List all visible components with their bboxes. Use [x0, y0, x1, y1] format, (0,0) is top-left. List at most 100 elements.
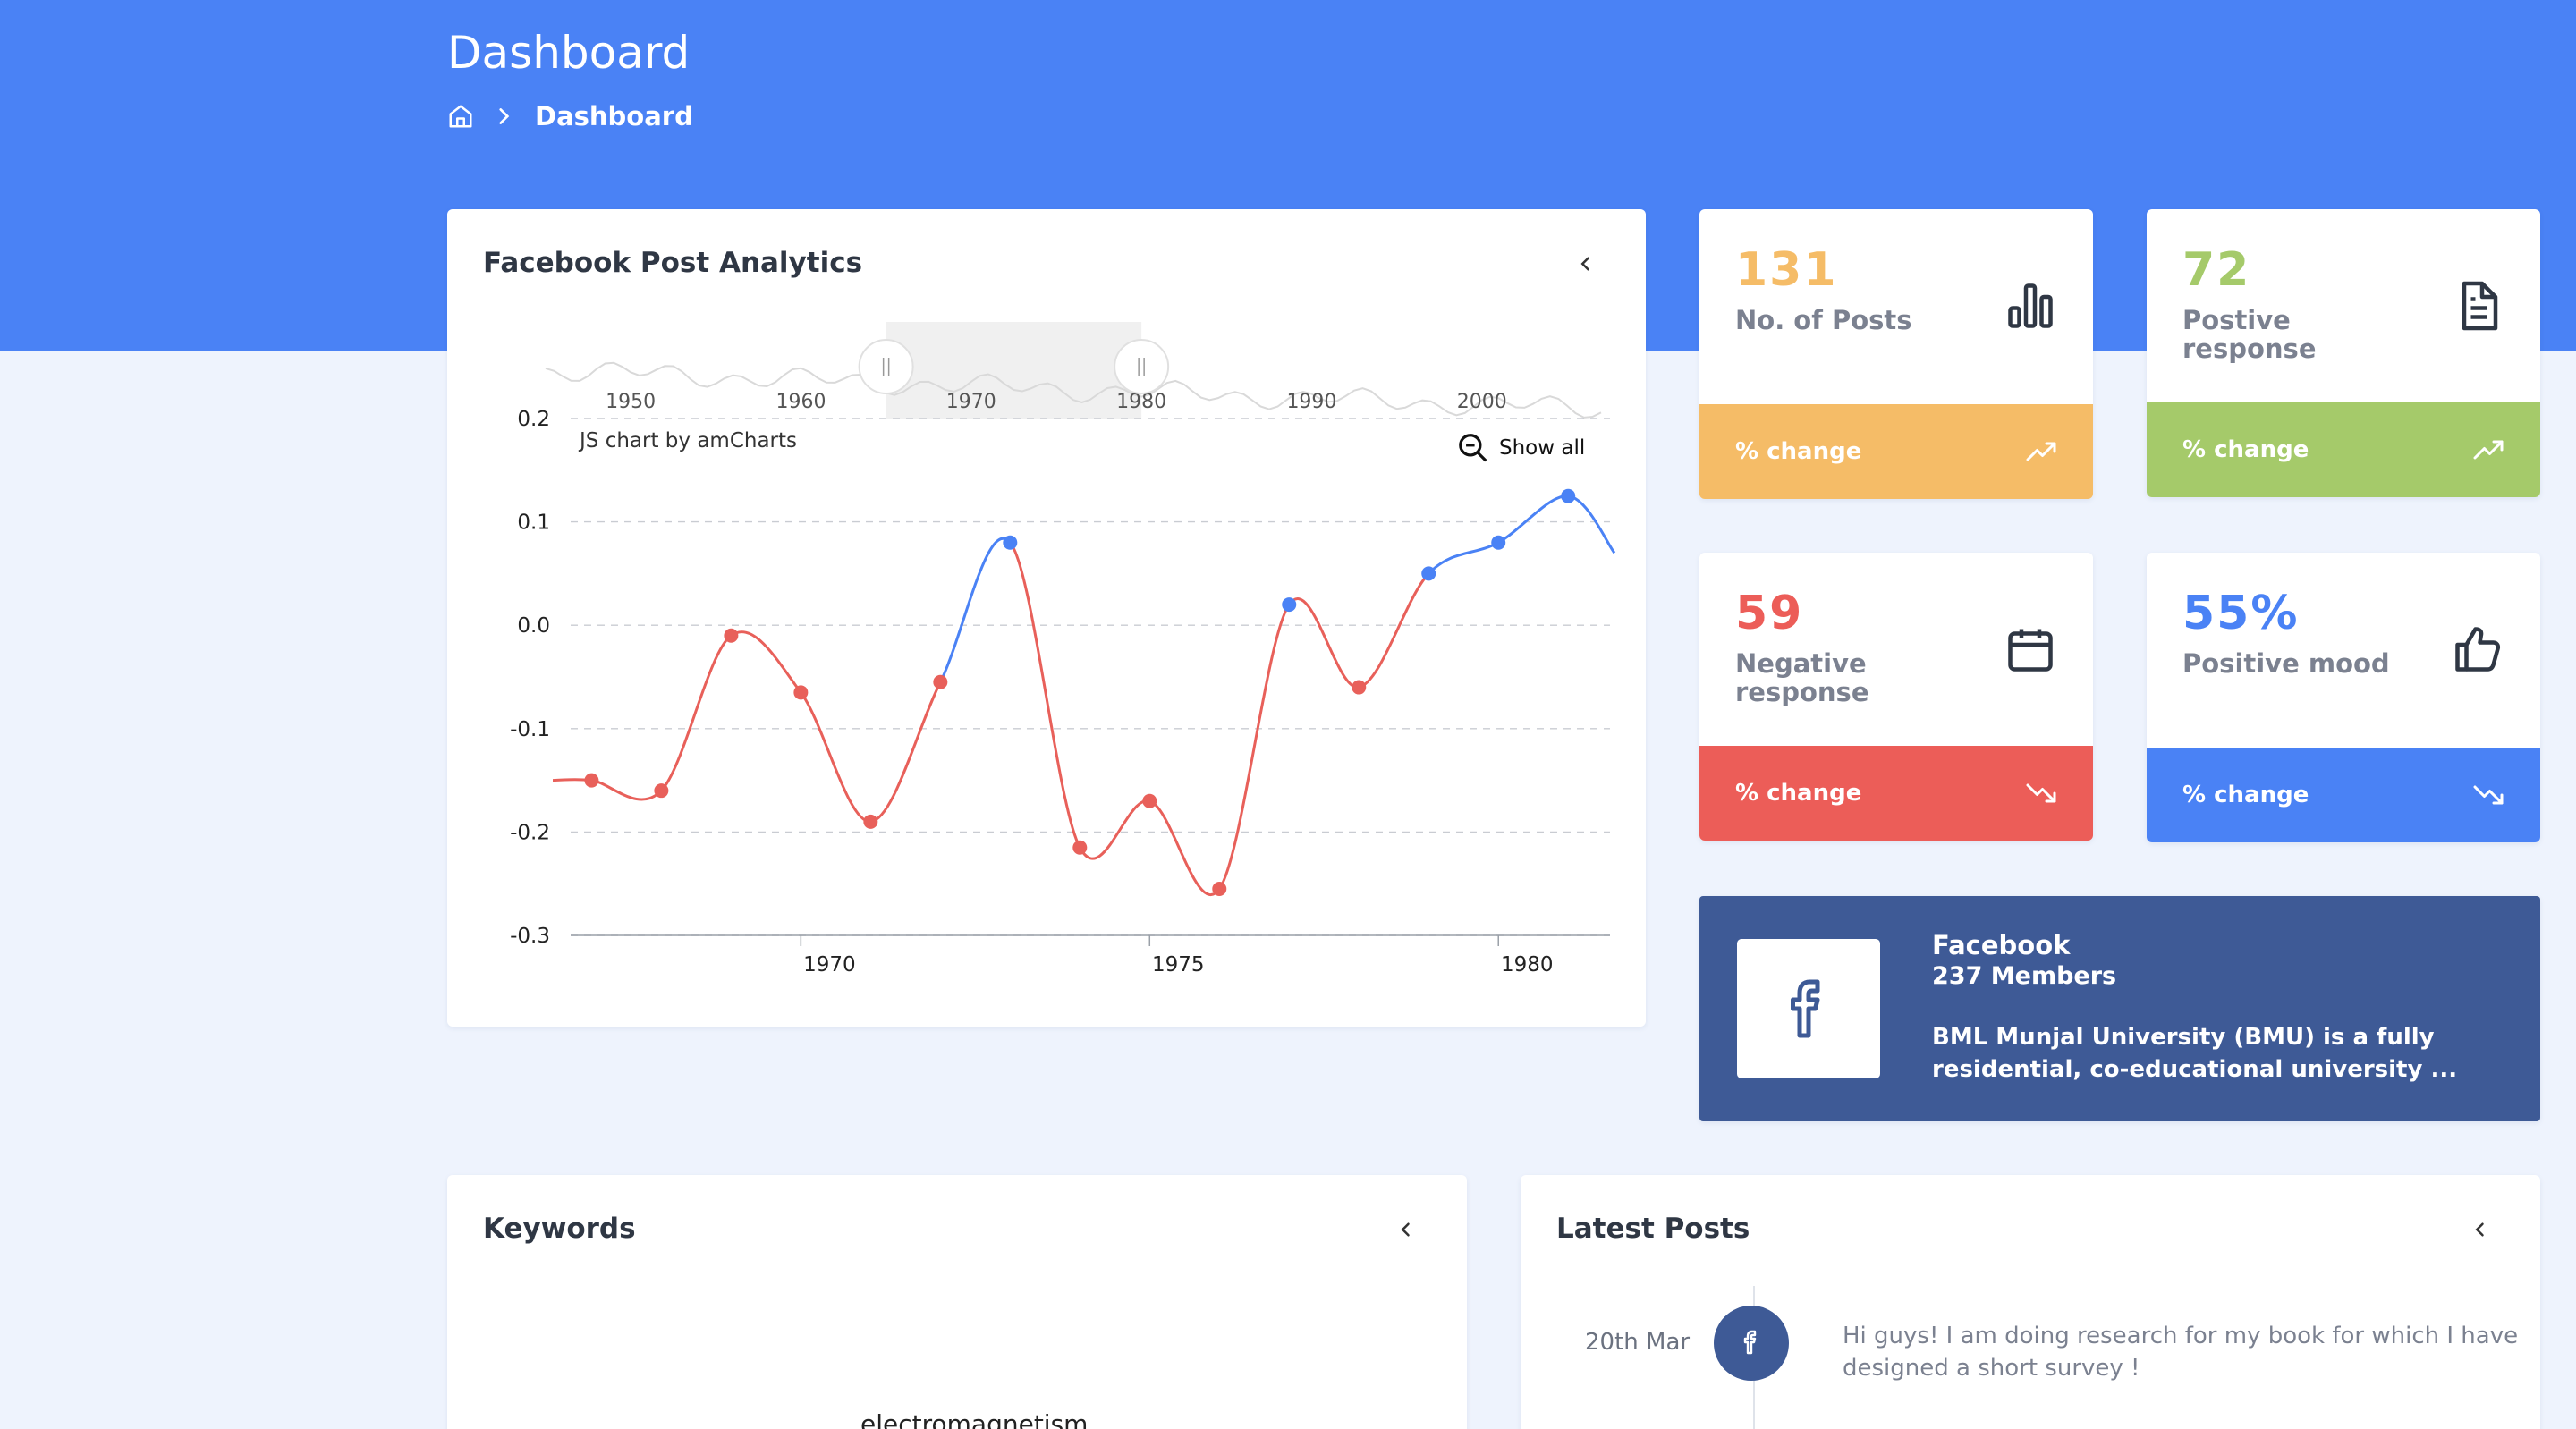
facebook-icon — [1743, 1330, 1757, 1355]
data-point[interactable] — [1561, 488, 1576, 503]
scrollbar-tick-label: 1960 — [775, 391, 826, 413]
facebook-group-card[interactable]: Facebook 237 Members BML Munjal Universi… — [1699, 896, 2540, 1121]
data-point[interactable] — [1352, 680, 1367, 695]
x-tick-label: 1980 — [1501, 953, 1554, 977]
series-line-segment — [1218, 604, 1291, 890]
series-line-segment — [1148, 799, 1221, 897]
document-icon — [2451, 279, 2504, 333]
data-point[interactable] — [654, 783, 669, 799]
trending-down-icon — [2472, 782, 2504, 808]
group-name: Facebook — [1932, 930, 2071, 960]
chevron-left-icon[interactable] — [1572, 250, 1599, 277]
series-line-segment — [591, 779, 663, 801]
series-line-segment — [869, 681, 942, 824]
data-point[interactable] — [1142, 793, 1157, 808]
facebook-post-analytics-card: Facebook Post Analytics 1950 1960 1970 1980… — [447, 209, 1646, 1027]
scrollbar-grip[interactable] — [858, 339, 914, 394]
calendar-icon — [2004, 622, 2057, 676]
data-point[interactable] — [933, 674, 948, 689]
stat-footer[interactable]: % change — [2147, 402, 2540, 497]
y-tick-label: -0.1 — [510, 718, 550, 741]
data-point[interactable] — [1003, 535, 1018, 550]
scrollbar-tick-label: 2000 — [1457, 391, 1507, 413]
stat-label: Postive response — [2182, 305, 2317, 364]
post-text[interactable]: Hi guys! I am doing research for my book… — [1843, 1323, 2519, 1382]
data-point[interactable] — [1212, 881, 1227, 896]
facebook-logo-box — [1737, 939, 1880, 1078]
series-line-segment — [1497, 495, 1569, 545]
series-line-segment — [660, 634, 733, 792]
data-point[interactable] — [584, 773, 599, 788]
thumbs-up-icon — [2451, 622, 2504, 676]
card-title: Facebook Post Analytics — [483, 247, 863, 279]
stat-value: 131 — [1735, 243, 1838, 297]
stat-footer-label: % change — [1735, 780, 1862, 807]
series-line-segment — [730, 630, 802, 694]
card-title: Keywords — [483, 1213, 636, 1245]
breadcrumb: Dashboard — [447, 98, 693, 134]
post-date: 20th Mar — [1585, 1329, 1690, 1356]
trending-up-icon — [2025, 438, 2057, 465]
stat-label: Positive mood — [2182, 648, 2390, 679]
y-tick-label: 0.0 — [517, 614, 550, 638]
series-line-segment — [938, 537, 1012, 683]
series-line-segment — [1078, 799, 1150, 860]
scrollbar-grip[interactable] — [1114, 339, 1170, 394]
chevron-left-icon[interactable] — [1393, 1216, 1419, 1243]
scrollbar-tick-label: 1980 — [1116, 391, 1166, 413]
chevron-right-icon — [492, 105, 515, 128]
x-tick-label: 1975 — [1152, 953, 1205, 977]
breadcrumb-current[interactable]: Dashboard — [535, 101, 693, 131]
stat-footer-label: % change — [1735, 438, 1862, 465]
stat-value: 59 — [1735, 587, 1804, 640]
y-tick-label: 0.1 — [517, 512, 550, 535]
stat-label: Negative response — [1735, 648, 1869, 707]
series-line-segment — [800, 691, 871, 824]
bar-chart-icon — [2004, 279, 2057, 333]
latest-posts-card: Latest Posts 20th Mar Hi guys! I am doin… — [1521, 1175, 2540, 1429]
series-line-segment — [1288, 597, 1360, 689]
zoom-out-icon — [1459, 434, 1487, 462]
series-line-segment — [1428, 541, 1499, 575]
show-all-label: Show all — [1499, 436, 1586, 460]
line-chart[interactable]: 1950 1960 1970 1980 1990 2000 0.2 0.1 0.0 -0.1 -0… — [447, 209, 1646, 1027]
chevron-left-icon[interactable] — [2467, 1216, 2494, 1243]
data-point[interactable] — [863, 814, 878, 829]
keywords-card: Keywords electromagnetism — [447, 1175, 1467, 1429]
data-point[interactable] — [724, 628, 739, 643]
scrollbar-selection[interactable] — [886, 322, 1142, 419]
data-point[interactable] — [793, 685, 809, 700]
facebook-icon — [1791, 979, 1820, 1038]
stat-footer[interactable]: % change — [1699, 404, 2093, 499]
page-title: Dashboard — [447, 27, 691, 79]
stat-label: No. of Posts — [1735, 305, 1912, 335]
stat-card-posts: 131 No. of Posts % change — [1699, 209, 2093, 499]
y-tick-label: -0.2 — [510, 821, 550, 844]
home-icon[interactable] — [447, 103, 474, 130]
series-line-segment — [1567, 495, 1616, 554]
chart-credit[interactable]: JS chart by amCharts — [580, 429, 798, 452]
show-all-button[interactable]: Show all — [1456, 431, 1585, 465]
stat-footer[interactable]: % change — [1699, 746, 2093, 841]
stat-card-negative-response: 59 Negative response % change — [1699, 553, 2093, 841]
data-point[interactable] — [1491, 535, 1506, 550]
scrollbar-tick-label: 1990 — [1286, 391, 1336, 413]
y-tick-label: 0.2 — [517, 408, 550, 431]
scrollbar-tick-label: 1970 — [946, 391, 996, 413]
keyword-word[interactable]: electromagnetism — [860, 1409, 1089, 1429]
scrollbar-preview-line — [545, 361, 1602, 419]
stat-footer-label: % change — [2182, 436, 2309, 463]
stat-value: 72 — [2182, 243, 2251, 297]
stat-footer[interactable]: % change — [2147, 748, 2540, 842]
x-tick-label: 1970 — [803, 953, 856, 977]
stat-card-positive-response: 72 Postive response % change — [2147, 209, 2540, 497]
group-members: 237 Members — [1932, 962, 2117, 990]
y-tick-label: -0.3 — [510, 925, 550, 948]
scrollbar-tick-label: 1950 — [606, 391, 656, 413]
data-point[interactable] — [1282, 597, 1297, 613]
stat-value: 55% — [2182, 587, 2300, 640]
data-point[interactable] — [1421, 566, 1436, 581]
data-point[interactable] — [1072, 840, 1088, 855]
stat-card-positive-mood: 55% Positive mood % change — [2147, 553, 2540, 842]
trending-up-icon — [2472, 436, 2504, 463]
